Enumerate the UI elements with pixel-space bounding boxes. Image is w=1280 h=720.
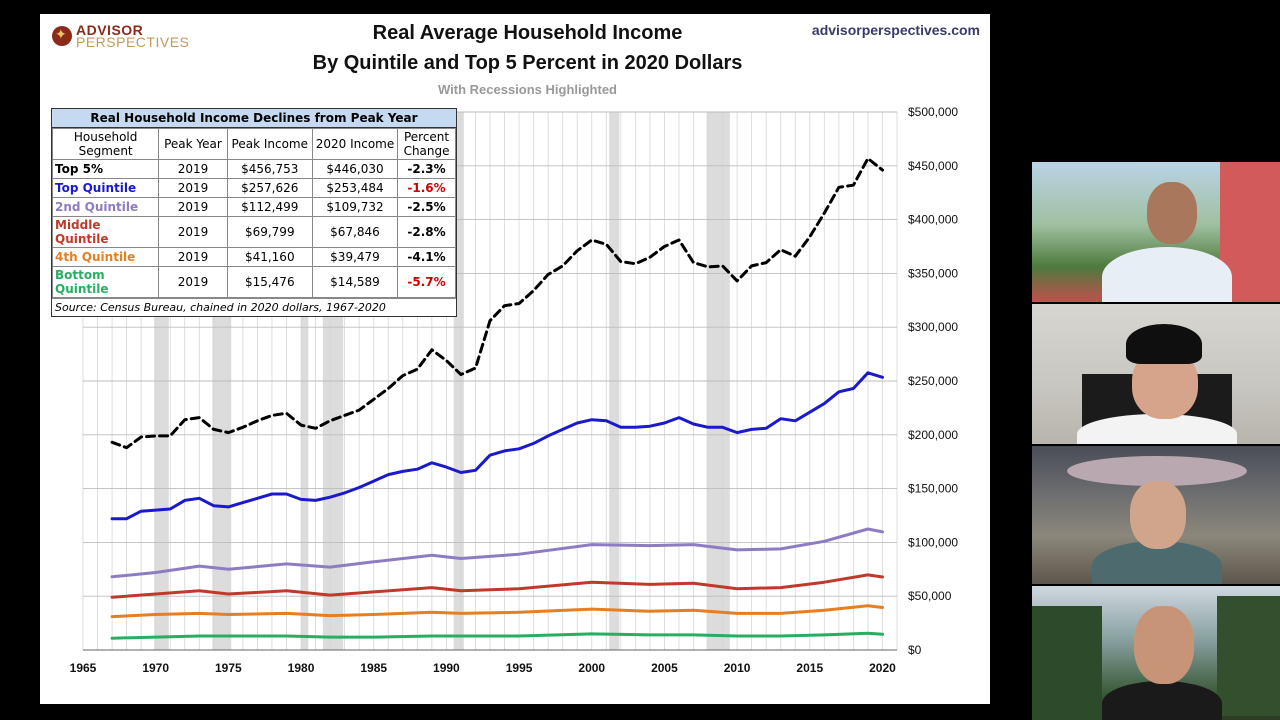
- cell-percent-change: -1.6%: [397, 178, 456, 198]
- participant-video-2[interactable]: [1032, 304, 1280, 444]
- cell-peak-income: $456,753: [226, 159, 313, 179]
- cell-2020-income: $39,479: [311, 247, 399, 267]
- x-tick-label: 2000: [578, 661, 605, 675]
- chart-subtitle: With Recessions Highlighted: [437, 82, 617, 97]
- logo-line1: ADVISOR: [76, 22, 144, 38]
- y-tick-label: $0: [908, 643, 922, 657]
- col-header-percent-change: Percent Change: [397, 128, 456, 160]
- y-tick-label: $150,000: [908, 482, 958, 496]
- series-line-top-quintile: [110, 371, 884, 521]
- table-row: Top 5% 2019 $456,753 $446,030 -2.3%: [51, 159, 456, 179]
- y-tick-label: $400,000: [908, 213, 958, 227]
- advisor-perspectives-logo: ADVISOR PERSPECTIVES: [52, 22, 190, 50]
- cell-peak-income: $69,799: [226, 216, 313, 248]
- y-tick-label: $100,000: [908, 535, 958, 549]
- cell-segment: Top Quintile: [51, 178, 160, 198]
- cell-segment: 4th Quintile: [51, 247, 160, 267]
- cell-peak-income: $112,499: [226, 197, 313, 217]
- series-line-top-5: [110, 157, 884, 450]
- x-tick-label: 1995: [506, 661, 533, 675]
- cell-percent-change: -4.1%: [397, 247, 456, 267]
- chart-title-line2: By Quintile and Top 5 Percent in 2020 Do…: [312, 52, 743, 74]
- cell-peak-year: 2019: [158, 216, 228, 248]
- x-tick-label: 1980: [288, 661, 315, 675]
- participant-video-3[interactable]: [1032, 446, 1280, 584]
- x-tick-label: 2015: [796, 661, 823, 675]
- table-row: Bottom Quintile 2019 $15,476 $14,589 -5.7%: [51, 266, 456, 298]
- site-url: advisorperspectives.com: [811, 22, 980, 38]
- cell-peak-income: $41,160: [226, 247, 313, 267]
- y-tick-label: $300,000: [908, 320, 958, 334]
- cell-percent-change: -5.7%: [397, 266, 456, 298]
- x-tick-label: 2010: [724, 661, 751, 675]
- cell-percent-change: -2.5%: [397, 197, 456, 217]
- cell-percent-change: -2.3%: [397, 159, 456, 179]
- y-tick-label: $250,000: [908, 374, 958, 388]
- cell-peak-year: 2019: [158, 178, 228, 198]
- table-row: Top Quintile 2019 $257,626 $253,484 -1.6%: [51, 178, 456, 198]
- compass-logo-icon: [52, 26, 72, 46]
- y-tick-label: $350,000: [908, 266, 958, 280]
- cell-peak-year: 2019: [158, 159, 228, 179]
- col-header-peak-year: Peak Year: [158, 128, 228, 160]
- participant-video-4[interactable]: [1032, 586, 1280, 720]
- axes: 1965 1970 1975 1980 1985 1990 1995 2000 2005 2010…: [70, 105, 959, 675]
- col-header-2020-income: 2020 Income: [311, 128, 399, 160]
- shared-screen: 1965 1970 1975 1980 1985 1990 1995 2000 2005 2010…: [40, 14, 990, 704]
- y-tick-label: $200,000: [908, 428, 958, 442]
- x-tick-label: 2005: [651, 661, 678, 675]
- logo-line2: PERSPECTIVES: [76, 34, 190, 50]
- table-row: 4th Quintile 2019 $41,160 $39,479 -4.1%: [51, 247, 456, 267]
- cell-2020-income: $446,030: [311, 159, 399, 179]
- x-tick-label: 1965: [70, 661, 97, 675]
- cell-2020-income: $253,484: [311, 178, 399, 198]
- cell-2020-income: $67,846: [311, 216, 399, 248]
- cell-segment: 2nd Quintile: [51, 197, 160, 217]
- table-row: 2nd Quintile 2019 $112,499 $109,732 -2.5%: [51, 197, 456, 217]
- col-header-peak-income: Peak Income: [226, 128, 313, 160]
- x-tick-label: 1985: [360, 661, 387, 675]
- series-lines: [110, 157, 884, 640]
- cell-segment: Bottom Quintile: [51, 266, 160, 298]
- participant-video-1[interactable]: [1032, 162, 1280, 302]
- series-line-middle-quintile: [110, 573, 884, 599]
- cell-2020-income: $14,589: [311, 266, 399, 298]
- series-line-2nd-quintile: [110, 527, 884, 579]
- col-header-segment: Household Segment: [51, 128, 160, 160]
- x-tick-label: 1975: [215, 661, 242, 675]
- cell-peak-income: $257,626: [226, 178, 313, 198]
- cell-peak-income: $15,476: [226, 266, 313, 298]
- income-decline-table: Real Household Income Declines from Peak…: [51, 108, 457, 317]
- series-line-4th-quintile: [110, 604, 884, 619]
- series-line-bottom-quintile: [110, 631, 884, 640]
- x-tick-label: 1970: [142, 661, 169, 675]
- cell-percent-change: -2.8%: [397, 216, 456, 248]
- y-tick-label: $450,000: [908, 159, 958, 173]
- cell-peak-year: 2019: [158, 266, 228, 298]
- cell-2020-income: $109,732: [311, 197, 399, 217]
- table-source: Source: Census Bureau, chained in 2020 d…: [52, 298, 456, 316]
- chart-title-line1: Real Average Household Income: [372, 22, 683, 44]
- cell-segment: Middle Quintile: [51, 216, 160, 248]
- table-row: Middle Quintile 2019 $69,799 $67,846 -2.8%: [51, 216, 456, 248]
- cell-segment: Top 5%: [51, 159, 160, 179]
- x-tick-label: 2020: [869, 661, 896, 675]
- y-tick-label: $50,000: [908, 589, 952, 603]
- y-tick-label: $500,000: [908, 105, 958, 119]
- cell-peak-year: 2019: [158, 247, 228, 267]
- table-body: Top 5% 2019 $456,753 $446,030 -2.3% Top Quint…: [51, 159, 456, 298]
- cell-peak-year: 2019: [158, 197, 228, 217]
- table-title: Real Household Income Declines from Peak…: [52, 109, 456, 128]
- x-tick-label: 1990: [433, 661, 460, 675]
